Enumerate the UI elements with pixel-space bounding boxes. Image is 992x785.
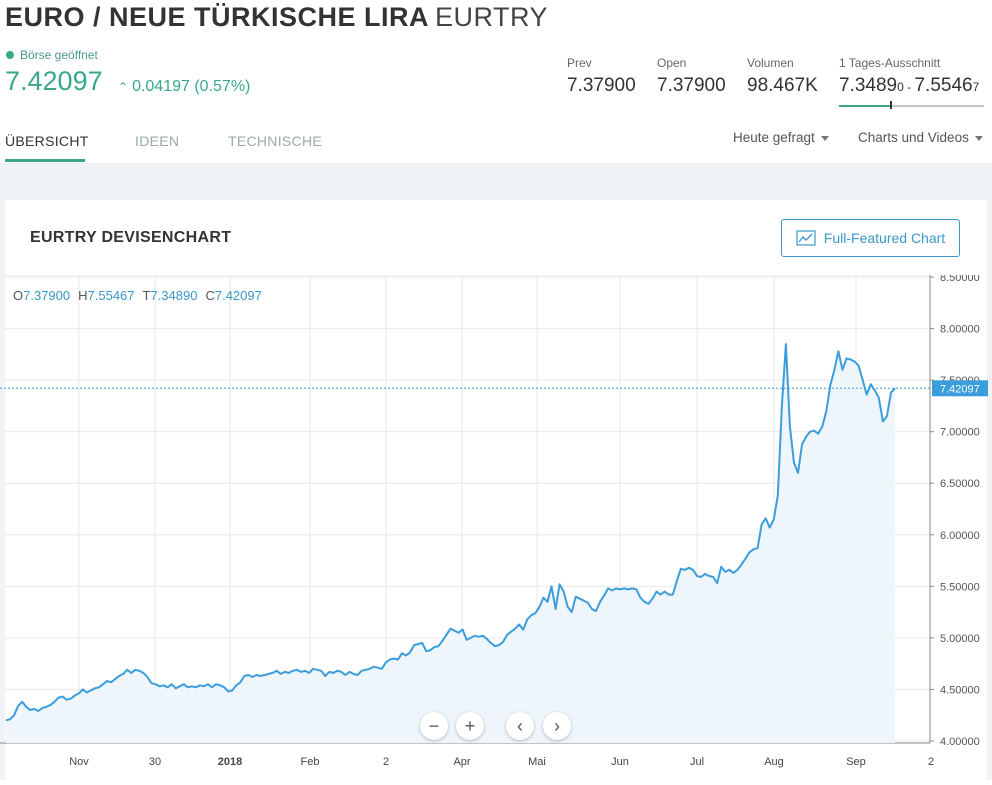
day-range-fill [839, 105, 892, 107]
y-tick-label: 7.00000 [940, 427, 980, 439]
asked-today-label: Heute gefragt [733, 130, 815, 145]
x-tick-label: Nov [69, 756, 89, 768]
day-range-bar [839, 101, 984, 109]
stat-day-range: 1 Tages-Ausschnitt 7.34890 - 7.55467 [839, 56, 979, 97]
ohlc-low-label: T [142, 288, 151, 303]
tab-overview[interactable]: ÜBERSICHT [5, 133, 89, 149]
price-line [5, 343, 896, 722]
page-title: EURO / NEUE TÜRKISCHE LIRA EURTRY [5, 2, 548, 33]
last-price-label: 7.42097 [940, 383, 980, 395]
day-range-marker [890, 101, 892, 109]
current-price: 7.42097 [5, 66, 103, 96]
ohlc-open: 7.37900 [23, 288, 71, 303]
x-tick-label: Sep [846, 756, 866, 768]
last-price-badge [932, 380, 988, 397]
status-dot-icon [6, 51, 14, 59]
price-change-value: 0.04197 (0.57%) [132, 78, 251, 95]
x-tick-label: Mai [528, 756, 546, 768]
active-tab-indicator [5, 159, 85, 162]
tab-ideas[interactable]: IDEEN [135, 133, 180, 149]
ohlc-open-label: O [13, 288, 24, 303]
ohlc-readout: O7.37900 H7.55467 T7.34890 C7.42097 [13, 288, 270, 303]
market-status-label: Börse geöffnet [20, 48, 98, 62]
instrument-name: EURO / NEUE TÜRKISCHE LIRA [5, 2, 430, 32]
y-tick-label: 5.00000 [940, 633, 980, 645]
ohlc-close-label: C [205, 288, 215, 303]
day-range-sep: - [903, 80, 915, 94]
ohlc-low: 7.34890 [150, 288, 198, 303]
y-tick-label: 8.50000 [940, 275, 980, 284]
day-high-digit: 7 [972, 80, 980, 94]
stat-open-label: Open [657, 56, 687, 70]
instrument-symbol: EURTRY [435, 2, 549, 32]
x-tick-label: 2 [928, 756, 934, 768]
price-area [6, 344, 895, 743]
charts-videos-label: Charts und Videos [858, 130, 969, 145]
x-tick-label: 30 [149, 756, 161, 768]
zoom-in-icon: + [464, 715, 476, 736]
y-tick-label: 8.00000 [940, 324, 980, 336]
stat-prev: Prev 7.37900 [567, 56, 636, 97]
chart-line-icon [796, 230, 816, 246]
stat-volume-value: 98.467K [747, 75, 818, 96]
zoom-out-icon: − [428, 715, 440, 736]
caret-down-icon [974, 135, 983, 141]
y-tick-label: 6.00000 [940, 530, 980, 542]
stat-open-value: 7.37900 [657, 75, 726, 96]
x-tick-label: Jun [611, 756, 629, 768]
chart-card-title: EURTRY DEVISENCHART [30, 229, 232, 246]
full-featured-chart-label: Full-Featured Chart [823, 230, 946, 246]
tab-technical[interactable]: TECHNISCHE [228, 133, 323, 149]
asked-today-dropdown[interactable]: Heute gefragt [733, 130, 829, 145]
day-low: 7.3489 [839, 75, 898, 96]
y-tick-label: 4.50000 [940, 684, 980, 696]
stat-prev-label: Prev [567, 56, 592, 70]
day-high: 7.5546 [914, 75, 973, 96]
instrument-header: EURO / NEUE TÜRKISCHE LIRA EURTRY Börse g… [0, 0, 992, 163]
x-tick-label: Feb [301, 756, 320, 768]
up-arrow-icon: ⌃ [118, 80, 129, 94]
stat-volume: Volumen 98.467K [747, 56, 818, 97]
stat-volume-label: Volumen [747, 56, 794, 70]
stat-open: Open 7.37900 [657, 56, 726, 97]
y-tick-label: 5.50000 [940, 581, 980, 593]
day-low-digit: 0 [897, 80, 904, 94]
x-tick-label: Aug [764, 756, 784, 768]
x-tick-label: 2 [383, 756, 389, 768]
y-tick-label: 6.50000 [940, 478, 980, 490]
market-status: Börse geöffnet [6, 48, 98, 62]
ohlc-high-label: H [78, 288, 88, 303]
stat-day-range-value: 7.34890 - 7.55467 [839, 75, 979, 97]
stat-day-range-label: 1 Tages-Ausschnitt [839, 56, 941, 70]
chart-area[interactable]: 8.500008.000007.500007.000006.500006.000… [0, 272, 992, 780]
scroll-left-button[interactable]: ‹ [506, 712, 534, 740]
stat-prev-value: 7.37900 [567, 75, 636, 96]
x-tick-label: 2018 [218, 756, 242, 768]
charts-videos-dropdown[interactable]: Charts und Videos [858, 130, 983, 145]
x-tick-label: Jul [690, 756, 704, 768]
zoom-in-button[interactable]: + [456, 712, 484, 740]
scroll-right-icon: › [554, 715, 560, 736]
price-chart[interactable]: 8.500008.000007.500007.000006.500006.000… [0, 272, 992, 780]
ohlc-high: 7.55467 [87, 288, 135, 303]
scroll-right-button[interactable]: › [543, 712, 571, 740]
full-featured-chart-button[interactable]: Full-Featured Chart [781, 219, 960, 257]
caret-down-icon [820, 135, 829, 141]
price-change: ⌃ 0.04197 (0.57%) [118, 78, 250, 96]
zoom-out-button[interactable]: − [420, 712, 448, 740]
x-tick-label: Apr [453, 756, 470, 768]
y-tick-label: 4.00000 [940, 736, 980, 748]
ohlc-close: 7.42097 [214, 288, 262, 303]
scroll-left-icon: ‹ [517, 715, 523, 736]
